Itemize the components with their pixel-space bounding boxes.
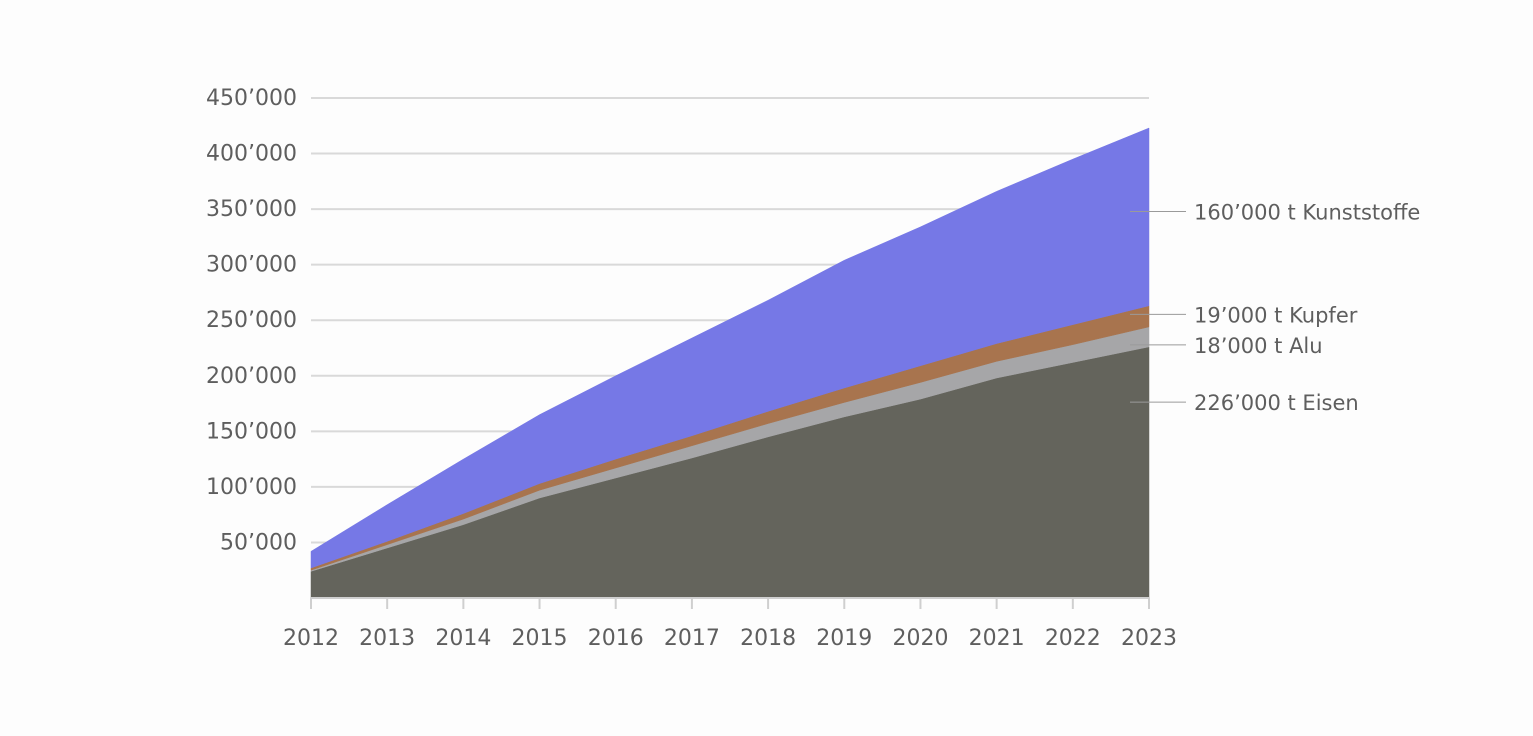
x-tick-label: 2020 [892,626,948,651]
x-tick-label: 2013 [359,626,415,651]
y-tick-label: 150’000 [206,419,297,444]
x-tick-label: 2022 [1045,626,1101,651]
series-label-kunststoffe: 160’000 t Kunststoffe [1194,201,1420,225]
y-tick-label: 50’000 [220,530,297,555]
y-tick-label: 200’000 [206,364,297,389]
y-tick-label: 450’000 [206,86,297,111]
x-tick-label: 2014 [435,626,491,651]
series-label-kupfer: 19’000 t Kupfer [1194,303,1358,327]
area-series [310,127,1150,599]
y-tick-label: 250’000 [206,308,297,333]
x-tick-label: 2018 [740,626,796,651]
series-label-alu: 18’000 t Alu [1194,334,1323,358]
x-tick-label: 2012 [283,626,339,651]
x-tick-label: 2021 [969,626,1025,651]
y-tick-label: 300’000 [206,253,297,278]
y-tick-label: 350’000 [206,197,297,222]
series-labels: 226’000 t Eisen 18’000 t Alu 19’000 t Kupf… [1130,201,1420,415]
area-series-kunststoffe [310,127,1150,569]
x-tick-label: 2017 [664,626,720,651]
x-tick-label: 2019 [816,626,872,651]
x-tick-label: 2016 [588,626,644,651]
x-axis-ticks: 2012 2013 2014 2015 2016 2017 2018 2019 2020 2021… [283,598,1177,651]
x-tick-label: 2015 [512,626,568,651]
x-tick-label: 2023 [1121,626,1177,651]
y-axis-ticks: 50’000 100’000 150’000 200’000 250’000 300’00… [206,86,297,555]
y-tick-label: 100’000 [206,475,297,500]
y-tick-label: 400’000 [206,142,297,167]
series-label-eisen: 226’000 t Eisen [1194,391,1359,415]
